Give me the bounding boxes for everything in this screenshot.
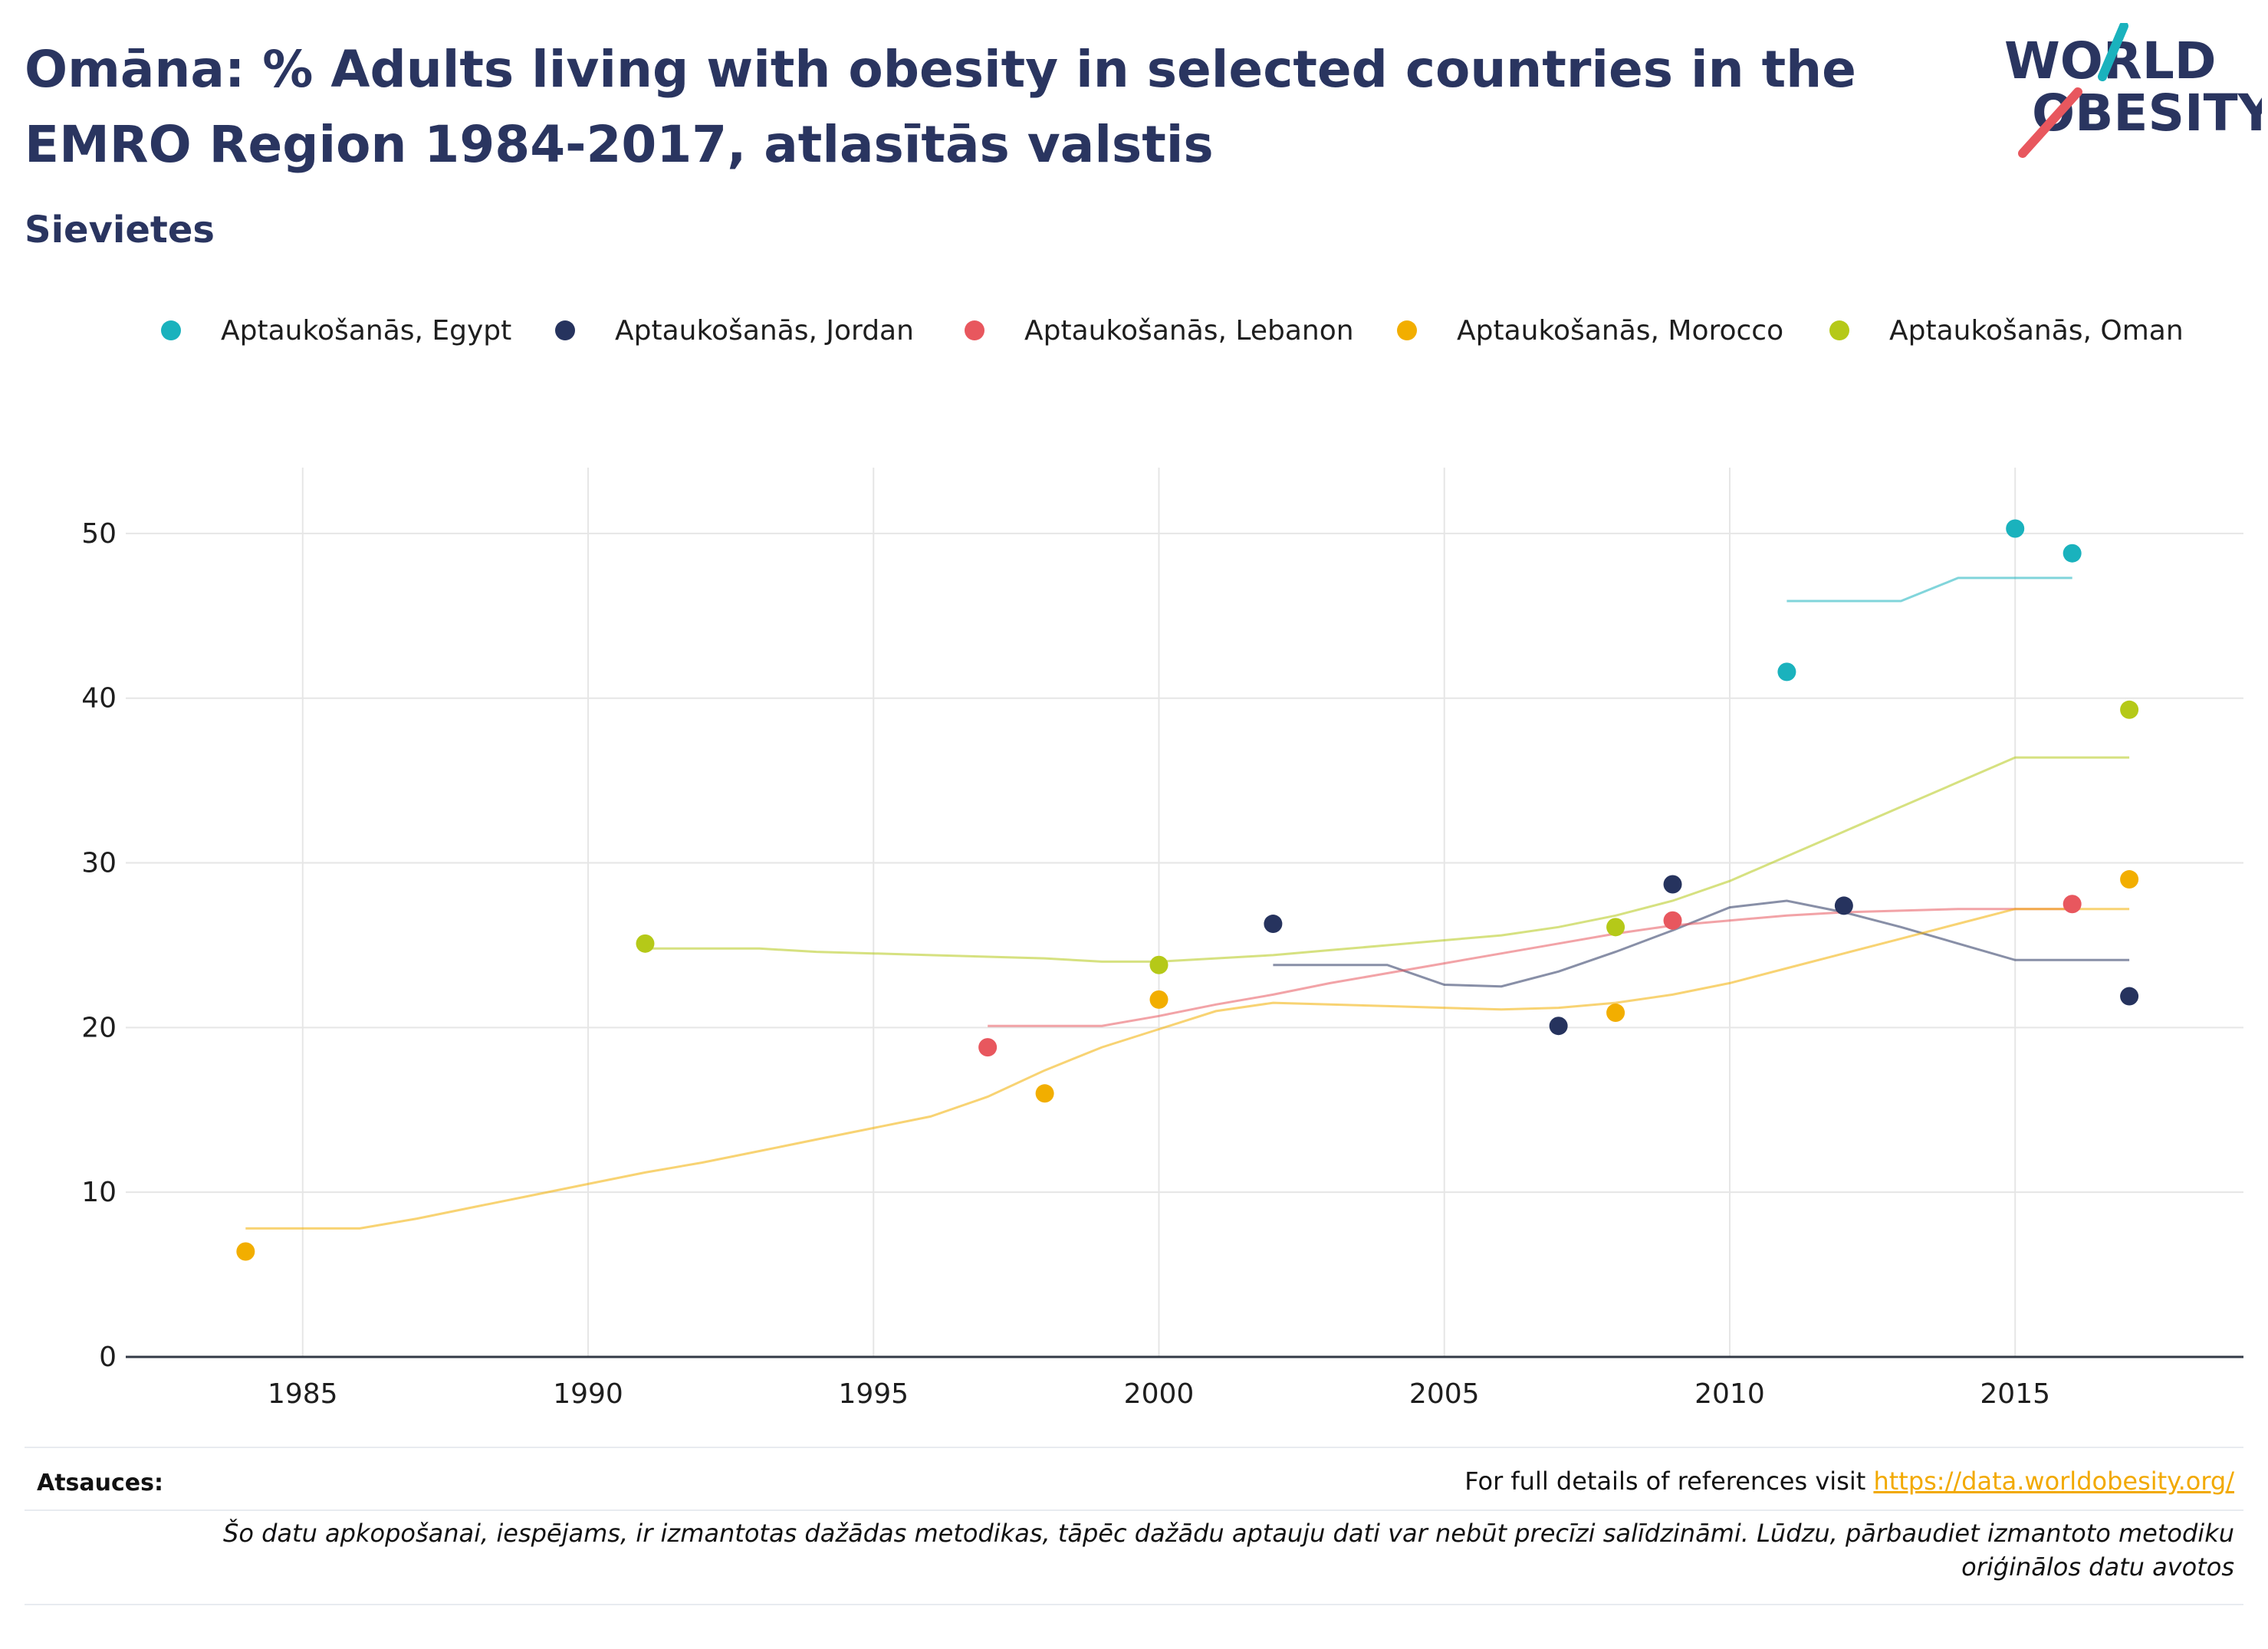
y-tick-label: 0 (99, 1342, 117, 1373)
legend-label-egypt: Aptaukošanās, Egypt (221, 314, 512, 347)
x-tick-label: 2015 (1980, 1378, 2050, 1410)
chart-subtitle: Sievietes (25, 209, 215, 251)
logo-slash-coral (2018, 87, 2082, 158)
data-point-jordan (2120, 987, 2139, 1006)
trend-line-jordan (1273, 899, 2130, 988)
x-tick-label: 2005 (1409, 1378, 1480, 1410)
x-tick-label: 1985 (268, 1378, 338, 1410)
data-point-jordan (1549, 1017, 1568, 1036)
sources-text: For full details of references visit htt… (1464, 1467, 2234, 1496)
footer-divider-bottom (25, 1604, 2243, 1605)
x-tick-label: 1995 (838, 1378, 909, 1410)
sources-link[interactable]: https://data.worldobesity.org/ (1873, 1467, 2234, 1496)
data-point-egypt (2006, 519, 2025, 538)
data-point-egypt (1777, 662, 1796, 682)
x-tick-label: 2010 (1694, 1378, 1765, 1410)
data-point-lebanon (1663, 911, 1682, 930)
data-point-morocco (1035, 1084, 1054, 1103)
legend-label-jordan: Aptaukošanās, Jordan (615, 314, 914, 347)
legend-marker-egypt (161, 320, 181, 340)
y-tick-label: 40 (81, 683, 117, 714)
logo-word-obesity: OBESITY (2032, 84, 2262, 143)
legend-label-morocco: Aptaukošanās, Morocco (1457, 314, 1784, 347)
footer-divider-middle (25, 1509, 2243, 1511)
data-point-egypt (2063, 544, 2082, 563)
data-point-morocco (1606, 1004, 1625, 1023)
x-tick-label: 2000 (1124, 1378, 1195, 1410)
data-point-oman (636, 934, 655, 953)
data-point-oman (1606, 918, 1625, 937)
data-point-morocco (1149, 990, 1169, 1009)
footer-divider-top (25, 1447, 2243, 1448)
legend-marker-morocco (1397, 320, 1417, 340)
y-tick-label: 30 (81, 848, 117, 879)
y-tick-label: 10 (81, 1177, 117, 1208)
legend-item-lebanon[interactable]: Aptaukošanās, Lebanon (965, 304, 1354, 357)
y-tick-label: 50 (81, 518, 117, 550)
legend-item-morocco[interactable]: Aptaukošanās, Morocco (1397, 304, 1783, 357)
legend-item-jordan[interactable]: Aptaukošanās, Jordan (555, 304, 914, 357)
chart-title: Omāna: % Adults living with obesity in s… (25, 40, 1856, 174)
data-point-lebanon (2063, 895, 2082, 914)
data-point-oman (1149, 955, 1169, 974)
trend-line-egypt (1786, 576, 2072, 603)
data-point-jordan (1663, 875, 1682, 894)
trend-line-lebanon (988, 908, 2072, 1027)
legend-label-oman: Aptaukošanās, Oman (1889, 314, 2184, 347)
trend-line-morocco (245, 908, 2130, 1230)
data-point-oman (2120, 700, 2139, 719)
data-point-lebanon (978, 1038, 998, 1057)
data-point-jordan (1264, 915, 1283, 934)
sources-intro: For full details of references visit (1464, 1467, 1874, 1496)
legend-marker-lebanon (965, 320, 984, 340)
y-tick-label: 20 (81, 1012, 117, 1043)
x-tick-label: 1990 (553, 1378, 623, 1410)
legend-item-oman[interactable]: Aptaukošanās, Oman (1829, 304, 2184, 357)
data-point-morocco (236, 1242, 255, 1261)
data-point-jordan (1834, 896, 1853, 915)
methodology-note: Šo datu apkopošanai, iespējams, ir izman… (223, 1519, 2234, 1582)
logo-slash-teal (2098, 23, 2128, 81)
chart-legend: Aptaukošanās, Egypt Aptaukošanās, Jordan… (146, 304, 2262, 357)
data-point-morocco (2120, 870, 2139, 889)
legend-marker-jordan (555, 320, 575, 340)
legend-label-lebanon: Aptaukošanās, Lebanon (1024, 314, 1354, 347)
trend-line-oman (645, 756, 2130, 963)
sources-label: Atsauces: (37, 1470, 163, 1496)
legend-marker-oman (1829, 320, 1849, 340)
world-obesity-logo: WORLD OBESITY (2004, 23, 2262, 158)
chart-plot-area: 1985 1990 1995 2000 2005 2010 2015 0 10 20 30 40 50 (81, 468, 2243, 1410)
legend-item-egypt[interactable]: Aptaukošanās, Egypt (161, 304, 511, 357)
